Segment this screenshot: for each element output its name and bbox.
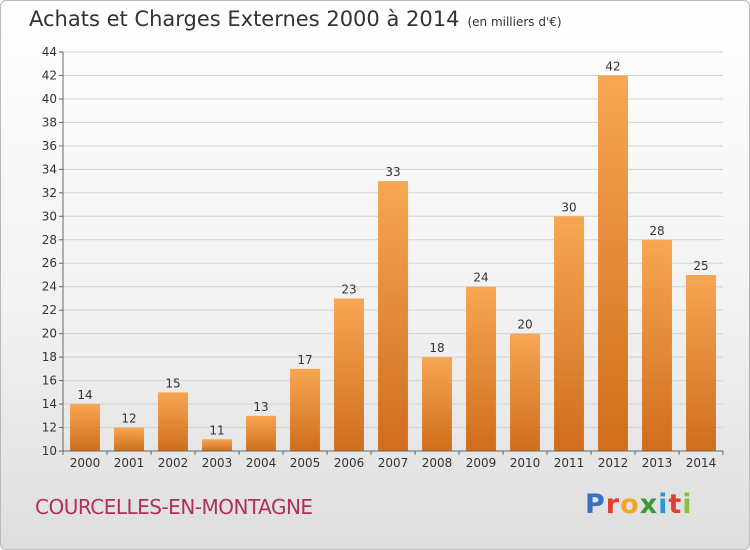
x-tick-label: 2011 — [554, 456, 585, 470]
y-tick-label: 12 — [42, 421, 57, 435]
x-tick-label: 2005 — [290, 456, 321, 470]
bar — [290, 368, 320, 451]
bar — [598, 75, 628, 452]
logo-letter: o — [620, 489, 640, 520]
y-tick-label: 26 — [42, 256, 57, 270]
logo-letter: r — [605, 489, 621, 520]
y-tick-label: 18 — [42, 350, 57, 364]
logo-letter: i — [658, 489, 669, 520]
x-tick-label: 2001 — [114, 456, 145, 470]
bar-value-label: 33 — [385, 165, 400, 179]
x-axis: 2000 2001 2002 2003 2004 2005 2006 2007 2008 2009… — [62, 450, 724, 470]
bar-value-label: 13 — [253, 400, 268, 414]
x-tick-label: 2014 — [686, 456, 717, 470]
x-tick-label: 2009 — [466, 456, 497, 470]
logo-letter: t — [668, 489, 683, 520]
bar-value-label: 20 — [517, 318, 532, 332]
bar — [114, 427, 144, 451]
bar-value-label: 28 — [649, 224, 664, 238]
bars: 14 12 15 11 13 17 23 33 18 24 20 30 42 28 25 — [70, 59, 716, 452]
x-tick-label: 2013 — [642, 456, 673, 470]
logo-letter: x — [639, 489, 659, 520]
bar-value-label: 24 — [473, 271, 488, 285]
y-tick-label: 22 — [42, 303, 57, 317]
bar-value-label: 23 — [341, 282, 356, 296]
y-tick-label: 40 — [42, 92, 57, 106]
bar — [554, 216, 584, 451]
bar — [642, 239, 672, 451]
chart-title: Achats et Charges Externes 2000 à 2014 (e… — [29, 7, 562, 31]
y-tick-label: 28 — [42, 233, 57, 247]
x-tick-label: 2006 — [334, 456, 365, 470]
x-tick-label: 2012 — [598, 456, 629, 470]
bar — [246, 415, 276, 451]
proxiti-logo: Proxiti — [585, 489, 693, 520]
y-tick-label: 42 — [42, 68, 57, 82]
bar — [202, 439, 232, 451]
title-text: Achats et Charges Externes 2000 à 2014 — [29, 7, 460, 31]
bar-value-label: 17 — [297, 353, 312, 367]
bar — [70, 404, 100, 451]
y-tick-label: 16 — [42, 374, 57, 388]
bar — [422, 357, 452, 451]
bar-value-label: 25 — [693, 259, 708, 273]
bar — [334, 298, 364, 451]
y-tick-label: 30 — [42, 209, 57, 223]
x-tick-label: 2003 — [202, 456, 233, 470]
y-tick-label: 14 — [42, 397, 57, 411]
bar — [158, 392, 188, 451]
y-axis: 10 12 14 16 18 20 22 24 26 28 30 32 34 36 38 40 42 44 — [42, 45, 64, 458]
x-tick-label: 2002 — [158, 456, 189, 470]
y-tick-label: 32 — [42, 186, 57, 200]
bar-value-label: 15 — [165, 376, 180, 390]
x-tick-label: 2008 — [422, 456, 453, 470]
y-tick-label: 36 — [42, 139, 57, 153]
commune-name: COURCELLES-EN-MONTAGNE — [35, 495, 313, 519]
x-tick-label: 2007 — [378, 456, 409, 470]
y-tick-label: 10 — [42, 444, 57, 458]
y-tick-label: 20 — [42, 327, 57, 341]
y-tick-label: 44 — [42, 45, 57, 59]
bar — [686, 274, 716, 451]
logo-letter: P — [585, 489, 606, 520]
x-tick-label: 2000 — [70, 456, 101, 470]
bar — [378, 181, 408, 451]
y-tick-label: 24 — [42, 280, 57, 294]
bar-value-label: 12 — [121, 412, 136, 426]
bar — [510, 333, 540, 451]
bar-value-label: 11 — [209, 423, 224, 437]
y-tick-label: 38 — [42, 115, 57, 129]
x-tick-label: 2004 — [246, 456, 277, 470]
bar-value-label: 18 — [429, 341, 444, 355]
logo-letter: i — [682, 489, 693, 520]
bar — [466, 286, 496, 451]
y-tick-label: 34 — [42, 162, 57, 176]
bar-value-label: 42 — [605, 59, 620, 73]
bar-value-label: 14 — [77, 388, 92, 402]
unit-label: (en milliers d'€) — [467, 15, 562, 29]
x-tick-label: 2010 — [510, 456, 541, 470]
bar-value-label: 30 — [561, 200, 576, 214]
